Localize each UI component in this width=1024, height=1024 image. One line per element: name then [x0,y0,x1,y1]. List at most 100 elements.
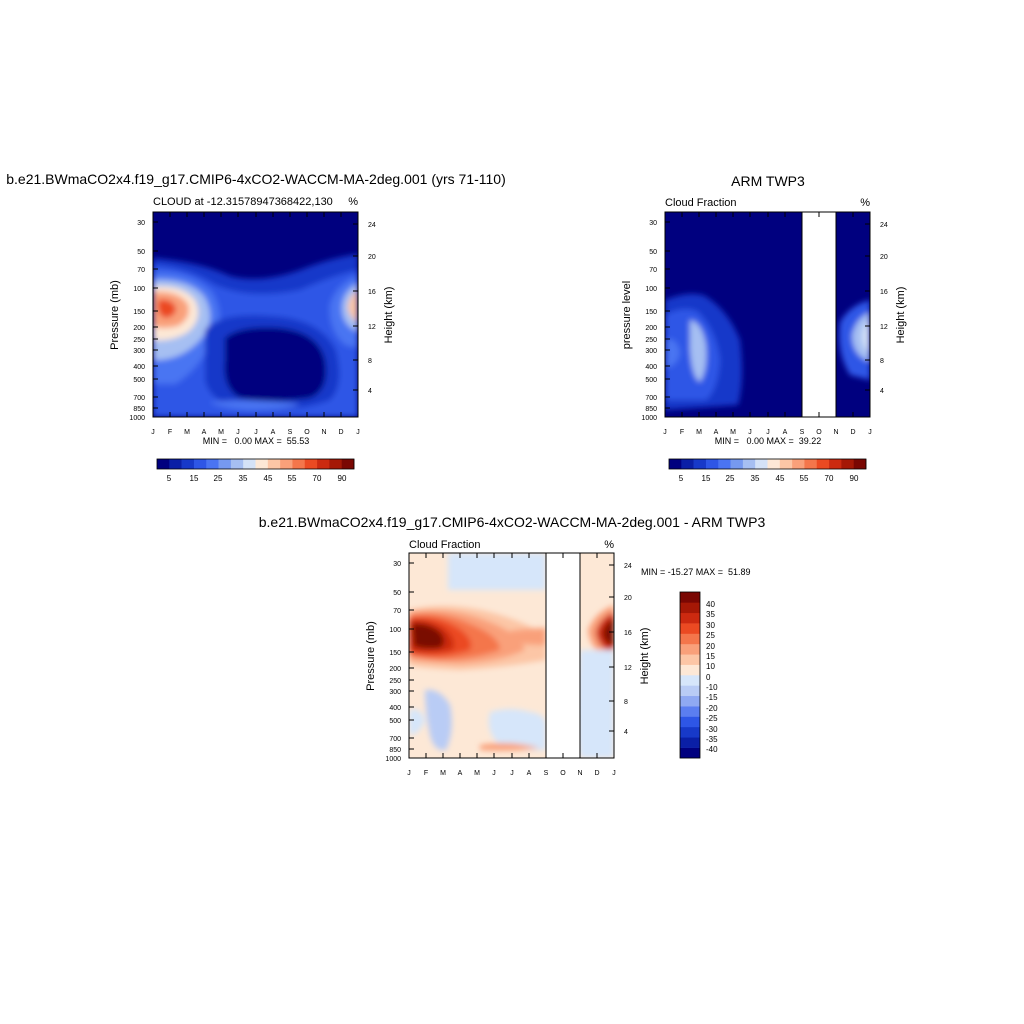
colorbar-swatch [280,459,293,469]
y-axis-right-title: Height (km) [383,287,395,344]
colorbar-swatch [680,675,700,686]
y-tick-label: 100 [133,286,145,293]
y-axis-right: 24 20 16 12 8 4 [624,563,632,736]
x-tick-label: J [356,429,360,436]
colorbar-swatch [680,685,700,697]
y-tick-label: 500 [645,377,657,384]
colorbar-label: 30 [706,621,715,630]
units-label: % [604,539,614,551]
panel-title: b.e21.BWmaCO2x4.f19_g17.CMIP6-4xCO2-WACC… [259,514,766,530]
colorbar-swatch [755,459,768,469]
y-tick-label: 400 [133,364,145,371]
x-tick-label: J [766,429,770,436]
x-tick-label: A [271,429,276,436]
min-max-label: MIN = 0.00 MAX = 55.53 [203,436,310,446]
y-right-tick-label: 8 [368,358,372,365]
y-tick-label: 850 [645,406,657,413]
units-label: % [860,197,870,209]
colorbar-swatch [680,747,700,759]
x-tick-label: J [407,770,411,777]
colorbar-frame [668,458,867,470]
y-tick-label: 250 [133,337,145,344]
x-tick-label: M [218,429,224,436]
colorbar-labels: 40 35 30 25 20 15 10 0 -10 -15 -20 -25 -… [706,600,718,754]
y-right-tick-label: 8 [880,358,884,365]
y-tick-label: 30 [393,561,401,568]
colorbar-swatch [206,459,219,469]
contour-band [603,618,614,646]
y-tick-label: 700 [645,395,657,402]
y-tick-label: 300 [389,689,401,696]
colorbar-swatch [680,706,700,717]
units-label: % [348,196,358,208]
x-tick-label: A [458,770,463,777]
contour-band [157,299,176,318]
colorbar-swatch [304,459,318,469]
tick-marks [153,212,358,417]
colorbar-label: 90 [338,474,347,483]
colorbar-label: 10 [706,662,715,671]
y-tick-label: 400 [389,705,401,712]
y-tick-label: 500 [389,718,401,725]
y-tick-label: 150 [389,650,401,657]
x-tick-label: F [424,770,428,777]
y-tick-label: 50 [649,249,657,256]
y-axis-right: 24 20 16 12 8 4 [880,222,888,395]
colorbar-swatch [767,459,781,469]
y-tick-label: 70 [137,267,145,274]
colorbar-label: -15 [706,693,718,702]
colorbar-swatch [292,459,306,469]
colorbar [668,458,867,470]
missing-data-gap [546,553,580,758]
y-axis-right-title: Height (km) [639,628,651,685]
y-right-tick-label: 8 [624,699,628,706]
y-tick-label: 300 [133,348,145,355]
colorbar-swatch [829,459,842,469]
panel-obs: ARM TWP3 Cloud Fraction % 30 50 70 100 1… [621,173,907,483]
x-tick-label: N [321,429,326,436]
y-right-tick-label: 16 [368,289,376,296]
x-axis: J F M A M J J A S O N D J [407,770,616,777]
x-tick-label: O [304,429,310,436]
x-tick-label: M [730,429,736,436]
contour-band [488,709,546,751]
x-tick-label: J [151,429,155,436]
y-axis-title: Pressure (mb) [365,621,377,691]
panel-subtitle: Cloud Fraction [665,197,737,209]
x-tick-label: D [850,429,855,436]
colorbar-label: 15 [706,652,715,661]
x-tick-label: A [527,770,532,777]
contour-band [425,689,452,751]
x-tick-label: N [833,429,838,436]
x-tick-label: M [696,429,702,436]
colorbar-swatch [680,726,700,738]
colorbar-label: 5 [167,474,172,483]
colorbar-swatch [317,459,330,469]
colorbar-label: 25 [706,631,715,640]
colorbar-swatch [680,612,700,624]
contour-band [852,312,870,362]
y-tick-label: 250 [645,337,657,344]
x-tick-label: M [474,770,480,777]
x-tick-label: D [594,770,599,777]
x-tick-label: M [440,770,446,777]
y-tick-label: 500 [133,377,145,384]
y-tick-label: 700 [389,736,401,743]
y-right-tick-label: 12 [368,324,376,331]
contour-band [224,327,326,401]
colorbar-swatch [169,459,182,469]
y-tick-label: 100 [645,286,657,293]
colorbar-label: 35 [706,610,715,619]
x-axis: J F M A M J J A S O N D J [663,429,872,436]
colorbar-label: 55 [800,474,809,483]
x-tick-label: J [510,770,514,777]
contour-band [409,709,425,735]
y-axis-left: 30 50 70 100 150 200 250 300 400 500 700… [385,561,401,763]
panel-title: ARM TWP3 [731,173,805,189]
colorbar-frame [156,458,355,470]
x-tick-label: A [202,429,207,436]
x-tick-label: J [236,429,240,436]
colorbar-labels: 5 15 25 35 45 55 70 90 [167,474,347,483]
colorbar [679,591,701,759]
gap-border [801,212,837,417]
